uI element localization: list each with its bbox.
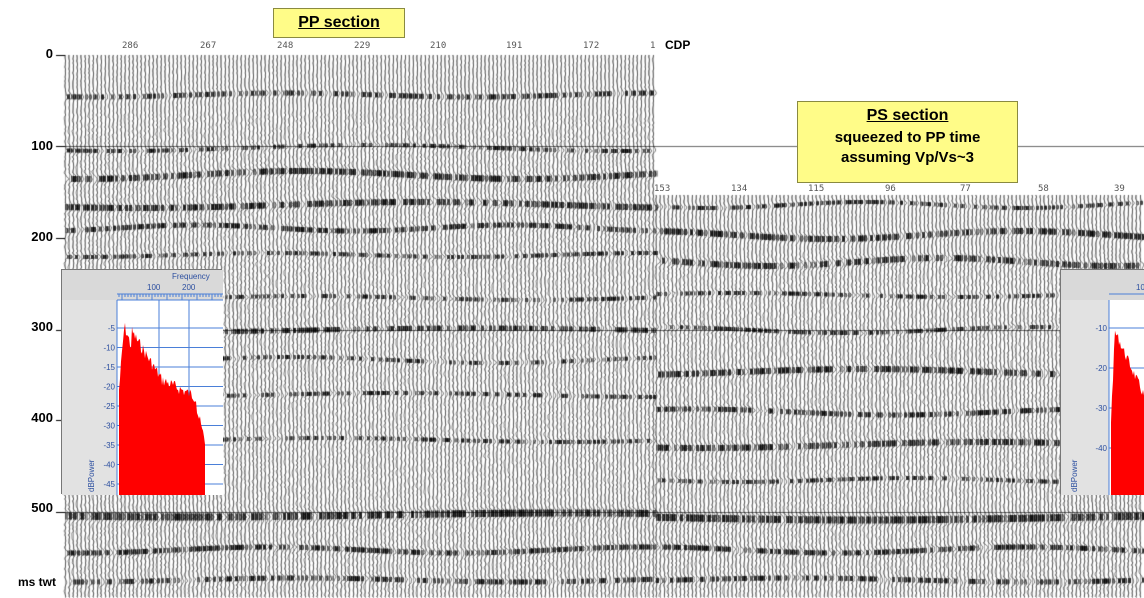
pp-spectrum-plot: Frequency 100 200 dBPower -5 -10 -15 -20 -25… [62, 270, 223, 495]
y-tick-500: 500 [31, 500, 53, 515]
spectrum-y-tick: -10 [1095, 324, 1107, 333]
spectrum-y-tick: -30 [103, 422, 115, 431]
ps-cdp-tick: 96 [885, 184, 896, 194]
spectrum-y-tick: -10 [103, 344, 115, 353]
spectrum-y-tick: -25 [103, 402, 115, 411]
spectrum-y-tick: -35 [103, 441, 115, 450]
pp-cdp-tick: 1 [650, 41, 656, 51]
spectrum-y-label: dBPower [1070, 459, 1079, 492]
spectrum-x-tick: 10 [1136, 283, 1144, 292]
ps-section-title: PS section squeezed to PP time assuming … [797, 101, 1018, 183]
pp-amplitude-spectrum: Frequency 100 200 dBPower -5 -10 -15 -20 -25… [61, 269, 223, 495]
spectrum-x-tick: 100 [147, 283, 161, 292]
y-axis-unit: ms twt [17, 575, 56, 589]
ps-cdp-tick: 153 [654, 184, 671, 194]
ps-section-title-line-2: squeezed to PP time [834, 129, 981, 146]
pp-cdp-tick: 191 [506, 41, 523, 51]
pp-cdp-tick: 248 [277, 41, 294, 51]
ps-cdp-tick: 58 [1038, 184, 1049, 194]
ps-section-title-line-1: PS section [866, 107, 949, 124]
y-tick-300: 300 [31, 319, 53, 334]
spectrum-x-tick: 200 [182, 283, 196, 292]
cdp-axis-label: CDP [665, 38, 691, 52]
pp-section-title-text: PP section [298, 14, 380, 31]
y-tick-100: 100 [31, 138, 53, 153]
spectrum-y-tick: -40 [103, 461, 115, 470]
spectrum-x-label: Frequency [172, 272, 210, 281]
y-tick-0: 0 [45, 46, 53, 61]
pp-cdp-tick: 229 [354, 41, 371, 51]
spectrum-y-label: dBPower [87, 459, 96, 492]
ps-amplitude-spectrum: 10 dBPower -10 -20 -30 -40 [1060, 269, 1144, 495]
ps-cdp-tick: 77 [960, 184, 971, 194]
ps-cdp-tick: 39 [1114, 184, 1125, 194]
y-tick-400: 400 [31, 410, 53, 425]
spectrum-y-tick: -40 [1095, 444, 1107, 453]
ps-section-title-line-3: assuming Vp/Vs~3 [841, 149, 974, 166]
ps-spectrum-plot: 10 dBPower -10 -20 -30 -40 [1061, 270, 1144, 495]
ps-cdp-tick: 134 [731, 184, 748, 194]
y-tick-200: 200 [31, 229, 53, 244]
spectrum-y-tick: -20 [103, 383, 115, 392]
spectrum-y-tick: -30 [1095, 404, 1107, 413]
pp-cdp-tick: 286 [122, 41, 139, 51]
ps-cdp-tick: 115 [808, 184, 825, 194]
pp-cdp-tick: 172 [583, 41, 600, 51]
spectrum-y-tick: -20 [1095, 364, 1107, 373]
spectrum-y-tick: -45 [103, 480, 115, 489]
spectrum-y-tick: -15 [103, 363, 115, 372]
pp-section-title: PP section [273, 8, 405, 38]
pp-cdp-tick: 210 [430, 41, 447, 51]
spectrum-y-tick: -5 [108, 324, 116, 333]
pp-cdp-tick: 267 [200, 41, 217, 51]
